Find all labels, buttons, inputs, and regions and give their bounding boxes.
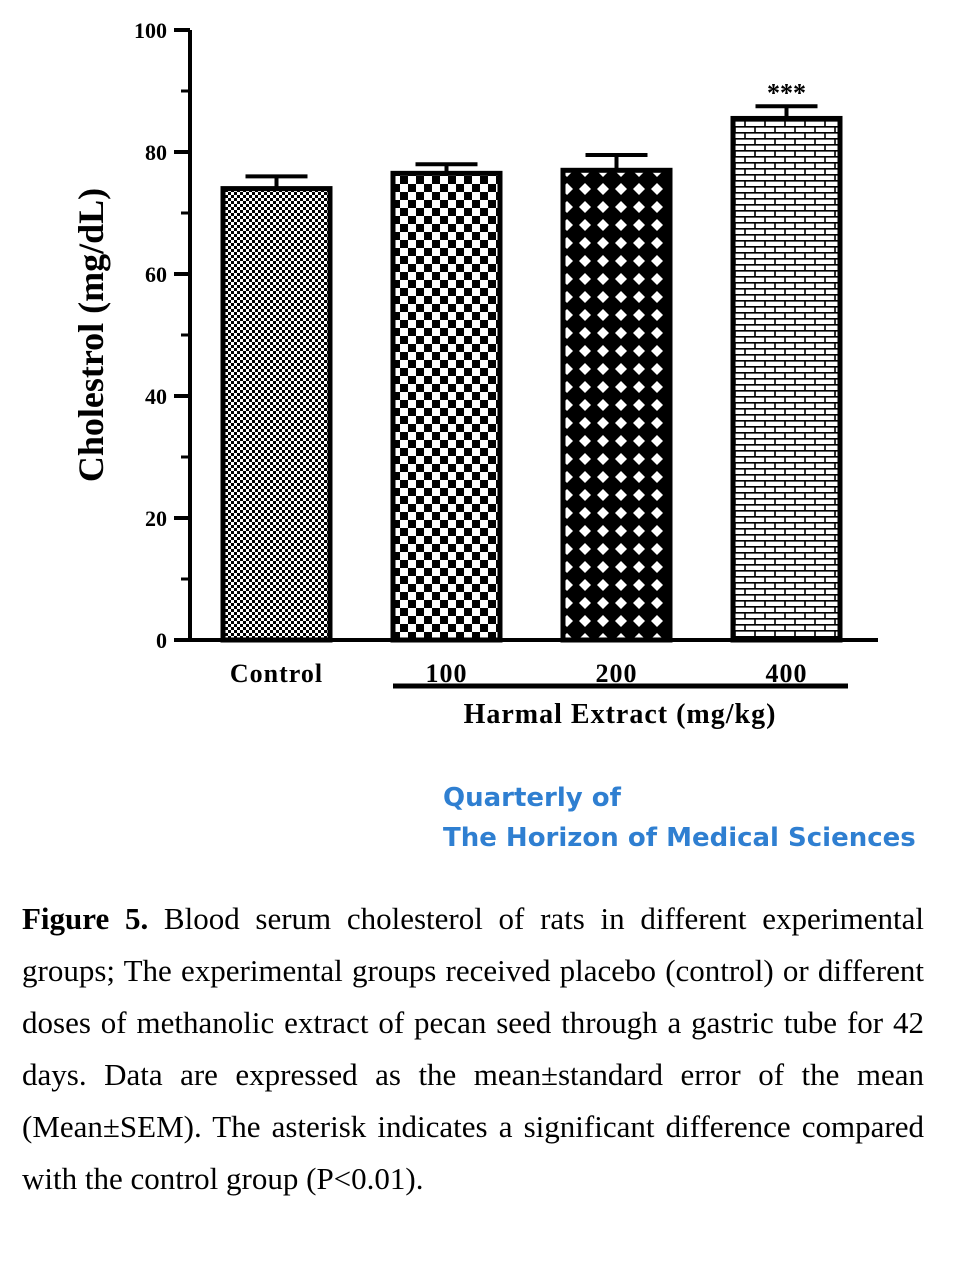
watermark-line-1: Quarterly of — [443, 783, 621, 813]
x-tick-label: 400 — [766, 659, 808, 688]
y-tick-label: 60 — [145, 262, 167, 287]
significance-label: *** — [767, 78, 806, 107]
caption-figure-label: Figure 5. — [22, 901, 149, 936]
significance-layer: *** — [767, 78, 806, 107]
y-tick-label: 0 — [156, 628, 167, 653]
watermark-line-2: The Horizon of Medical Sciences — [443, 823, 916, 853]
y-axis-title: Cholestrol (mg/dL) — [71, 188, 111, 482]
x-tick-label: 200 — [596, 659, 638, 688]
y-ticks-layer: 0 20 40 60 80 100 — [134, 18, 190, 653]
x-tick-label: Control — [230, 659, 323, 688]
bar-400 — [730, 115, 843, 643]
bar-100 — [390, 170, 503, 643]
y-tick-label: 100 — [134, 18, 167, 43]
y-tick-label: 20 — [145, 506, 167, 531]
figure-caption: Figure 5. Blood serum cholesterol of rat… — [22, 893, 924, 1205]
x-axis-title: Harmal Extract (mg/kg) — [464, 699, 777, 730]
x-tick-label: 100 — [426, 659, 468, 688]
bar-chart: *** 0 20 40 60 80 100 Control 100 200 400 Harmal… — [71, 18, 878, 730]
journal-watermark: Quarterly of The Horizon of Medical Scie… — [443, 778, 916, 858]
caption-text: Blood serum cholesterol of rats in diffe… — [22, 901, 925, 1196]
y-tick-label: 40 — [145, 384, 167, 409]
bars-layer — [220, 115, 843, 643]
y-tick-label: 80 — [145, 140, 167, 165]
bar-control — [220, 186, 333, 643]
bar-200 — [560, 167, 673, 643]
error-bars-layer — [245, 104, 818, 189]
category-labels-layer: Control 100 200 400 — [230, 659, 808, 688]
